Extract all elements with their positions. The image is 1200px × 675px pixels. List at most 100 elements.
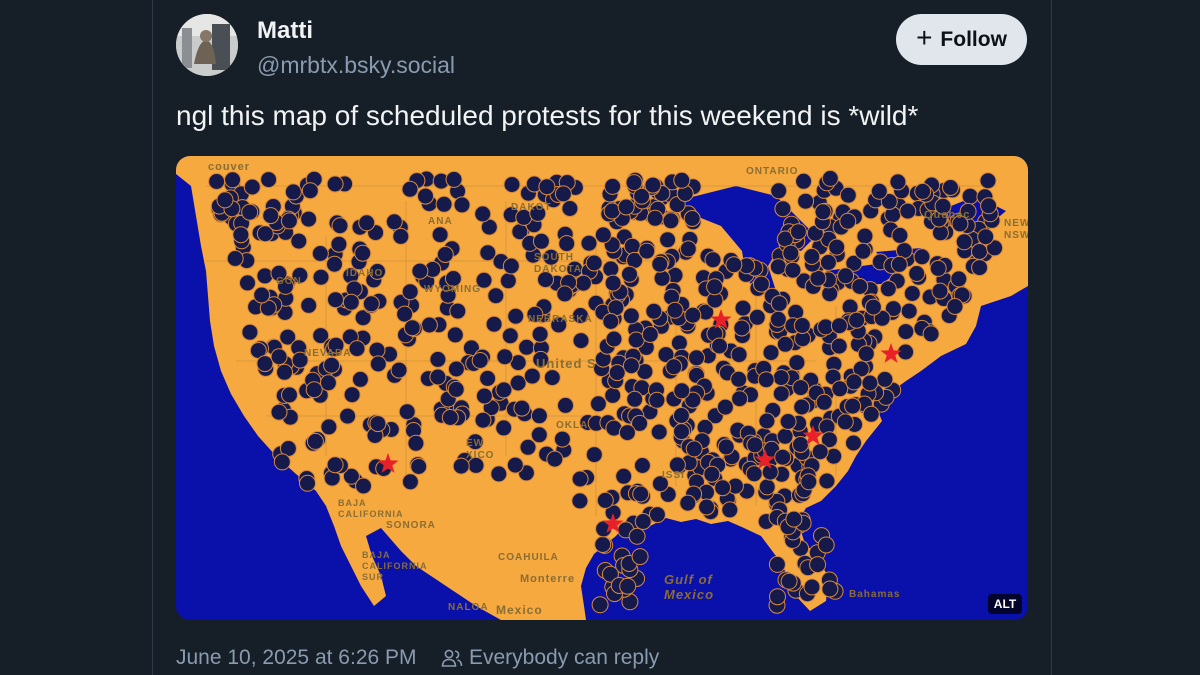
protest-marker <box>429 350 447 368</box>
protest-marker <box>734 299 752 317</box>
protest-marker <box>342 467 360 485</box>
protest-marker <box>795 172 813 190</box>
protest-marker <box>748 308 766 326</box>
protest-marker <box>390 361 408 379</box>
follow-button[interactable]: + Follow <box>896 14 1027 65</box>
protest-marker <box>704 251 722 269</box>
protest-marker <box>684 306 702 324</box>
protest-marker <box>354 244 372 262</box>
protest-marker <box>358 214 376 232</box>
author-display-name[interactable]: Matti <box>257 17 313 44</box>
protest-marker <box>899 202 917 220</box>
protest-marker <box>844 397 862 415</box>
protest-marker <box>632 485 650 503</box>
protest-marker <box>326 175 344 193</box>
protest-marker <box>622 307 640 325</box>
protest-marker <box>323 356 341 374</box>
protest-marker <box>452 457 470 475</box>
map-label-sonora: SONORA <box>386 520 436 531</box>
protest-marker <box>342 293 360 311</box>
author-avatar[interactable] <box>176 14 238 76</box>
protest-marker <box>589 395 607 413</box>
protest-marker <box>961 187 979 205</box>
protest-marker <box>934 197 952 215</box>
protest-marker <box>631 548 649 566</box>
protest-marker <box>648 506 666 524</box>
protest-marker <box>646 209 664 227</box>
protest-marker <box>809 269 827 287</box>
protest-marker <box>884 300 902 318</box>
protest-marker <box>852 360 870 378</box>
protest-marker <box>770 182 788 200</box>
protest-marker <box>312 268 330 286</box>
protest-marker <box>603 202 621 220</box>
protest-marker <box>758 478 776 496</box>
protest-marker <box>580 234 598 252</box>
protest-marker <box>819 253 837 271</box>
avatar-photo-icon <box>176 14 238 76</box>
map-labels: ONTARIO Quebec NEWNSWI couver DAKOT SOUTHDAKO… <box>208 161 1028 617</box>
protest-marker <box>306 432 324 450</box>
protest-marker <box>803 248 821 265</box>
protest-marker <box>854 242 872 260</box>
protest-marker <box>745 465 763 483</box>
protest-marker <box>848 311 866 329</box>
protest-marker <box>653 269 671 287</box>
post-timestamp[interactable]: June 10, 2025 at 6:26 PM <box>176 646 417 669</box>
author-handle[interactable]: @mrbtx.bsky.social <box>257 52 456 78</box>
plus-icon: + <box>916 22 933 53</box>
map-label-baja-california-sur: SUR <box>362 572 384 582</box>
protest-marker <box>571 470 589 488</box>
map-label-new-brunswick: NSWI <box>1004 230 1028 241</box>
protest-marker <box>651 255 669 273</box>
protest-marker <box>634 513 652 530</box>
protest-marker <box>623 237 641 255</box>
protest-marker <box>241 323 259 341</box>
protest-marker <box>641 326 659 343</box>
protest-marker <box>604 177 622 195</box>
map-label-new-brunswick: NEW <box>1004 218 1028 229</box>
protest-marker <box>714 479 732 497</box>
protest-marker <box>256 225 274 243</box>
protest-marker <box>471 352 489 369</box>
protest-marker <box>224 171 242 189</box>
protest-marker <box>270 403 288 421</box>
protest-marker <box>897 343 915 361</box>
map-label-ontario: ONTARIO <box>746 166 798 177</box>
protest-marker <box>571 492 589 510</box>
protest-marker <box>706 278 724 296</box>
protest-marker <box>733 319 751 337</box>
protest-marker <box>495 381 513 399</box>
protest-marker <box>320 418 338 436</box>
protest-marker <box>216 191 234 209</box>
protest-marker <box>557 396 574 414</box>
protest-marker <box>509 374 527 392</box>
alt-text-badge[interactable]: ALT <box>988 594 1022 614</box>
protest-marker <box>429 368 447 386</box>
protest-marker <box>262 207 280 225</box>
protest-marker <box>820 431 838 449</box>
protest-marker <box>814 203 832 221</box>
protest-marker <box>420 316 438 334</box>
protest-marker <box>447 380 465 398</box>
protest-marker <box>513 399 531 417</box>
protest-marker <box>828 238 846 256</box>
map-label-mississippi: ISSI <box>662 470 685 481</box>
protest-marker <box>571 307 589 324</box>
protest-marker <box>401 473 419 491</box>
protest-marker <box>319 374 337 392</box>
protest-marker <box>950 270 968 288</box>
protest-marker <box>986 239 1004 257</box>
protest-marker <box>475 271 493 289</box>
protest-marker <box>831 380 849 398</box>
protest-marker <box>403 319 421 337</box>
protest-marker <box>638 242 656 260</box>
protest-marker <box>803 578 821 596</box>
post-image[interactable]: ONTARIO Quebec NEWNSWI couver DAKOT SOUTHDAKO… <box>176 156 1028 620</box>
protest-marker <box>479 369 497 387</box>
protest-marker <box>903 285 921 302</box>
protest-marker <box>851 278 869 295</box>
protest-marker <box>299 474 316 492</box>
protest-marker <box>239 274 256 292</box>
map-label-baja-california-sur: CALIFORNIA <box>362 561 428 571</box>
